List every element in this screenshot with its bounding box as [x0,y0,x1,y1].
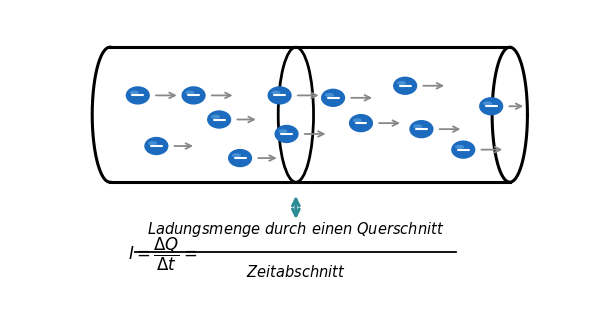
Ellipse shape [353,118,362,122]
Ellipse shape [92,47,128,182]
Ellipse shape [397,81,406,85]
Ellipse shape [321,89,345,107]
Ellipse shape [451,141,475,159]
Ellipse shape [455,145,464,149]
Text: $\mathit{Ladungsmenge\ durch\ einen\ Querschnitt}$: $\mathit{Ladungsmenge\ durch\ einen\ Que… [147,220,445,239]
Ellipse shape [483,101,492,105]
Ellipse shape [349,114,373,132]
Ellipse shape [232,153,241,157]
Ellipse shape [271,90,281,95]
Ellipse shape [144,137,169,155]
Text: $\mathit{Zeitabschnitt}$: $\mathit{Zeitabschnitt}$ [246,264,346,280]
Text: $\mathit{I} = \dfrac{\Delta Q}{\Delta t} =$: $\mathit{I} = \dfrac{\Delta Q}{\Delta t}… [128,236,197,273]
Ellipse shape [185,90,194,95]
Polygon shape [110,47,510,182]
Ellipse shape [125,86,150,105]
Ellipse shape [130,90,139,95]
Ellipse shape [268,86,292,105]
Ellipse shape [207,110,231,129]
Ellipse shape [492,47,527,182]
Ellipse shape [278,129,287,133]
Ellipse shape [393,77,417,95]
Ellipse shape [181,86,206,105]
Ellipse shape [228,149,252,167]
Ellipse shape [274,125,299,143]
Ellipse shape [479,97,503,115]
Ellipse shape [211,115,220,119]
Ellipse shape [325,93,334,97]
Ellipse shape [409,120,434,138]
Ellipse shape [413,124,422,128]
Ellipse shape [148,141,157,145]
